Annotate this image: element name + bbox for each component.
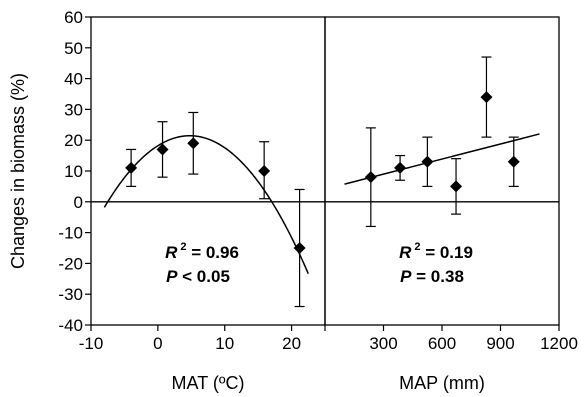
y-tick-label: -40	[58, 316, 83, 335]
y-tick-label: 0	[74, 193, 83, 212]
y-tick-label: -20	[58, 254, 83, 273]
data-point	[480, 91, 493, 104]
y-tick-label: 50	[64, 39, 83, 58]
data-point	[125, 161, 138, 174]
x-tick-label: -10	[79, 334, 104, 353]
data-point	[364, 171, 377, 184]
y-tick-label: 10	[64, 162, 83, 181]
y-axis-title: Changes in biomass (%)	[8, 73, 28, 269]
x-tick-label: 0	[153, 334, 162, 353]
y-tick-label: -30	[58, 285, 83, 304]
fit-line	[103, 135, 309, 274]
data-point	[394, 161, 407, 174]
data-point	[293, 242, 306, 254]
p-value-label: P < 0.05	[166, 267, 230, 286]
y-tick-label: 40	[64, 70, 83, 89]
x-tick-label: 900	[486, 334, 514, 353]
data-point	[421, 155, 434, 168]
data-point	[187, 137, 200, 150]
x-axis-title: MAP (mm)	[399, 373, 485, 393]
data-point	[450, 180, 463, 193]
data-point	[507, 155, 520, 168]
data-point	[258, 165, 271, 177]
x-tick-label: 10	[215, 334, 234, 353]
y-tick-label: 20	[64, 131, 83, 150]
data-point	[156, 143, 169, 156]
y-tick-label: 60	[64, 8, 83, 27]
x-tick-label: 600	[428, 334, 456, 353]
p-value-label: P = 0.38	[400, 267, 464, 286]
x-tick-label: 20	[282, 334, 301, 353]
x-tick-label: 1200	[540, 334, 578, 353]
panel-mat: -10 0 10 20 MAT (ºC) R 2 = 0.96 P < 0.05	[79, 16, 326, 393]
y-tick-label: -10	[58, 224, 83, 243]
panel-map: 300 600 900 1200 MAP (mm) R 2 = 0.19 P = 0.38	[324, 16, 578, 393]
x-tick-label: 300	[369, 334, 397, 353]
y-tick-label: 30	[64, 100, 83, 119]
x-axis-title: MAT (ºC)	[172, 373, 245, 393]
fit-line	[344, 133, 540, 185]
